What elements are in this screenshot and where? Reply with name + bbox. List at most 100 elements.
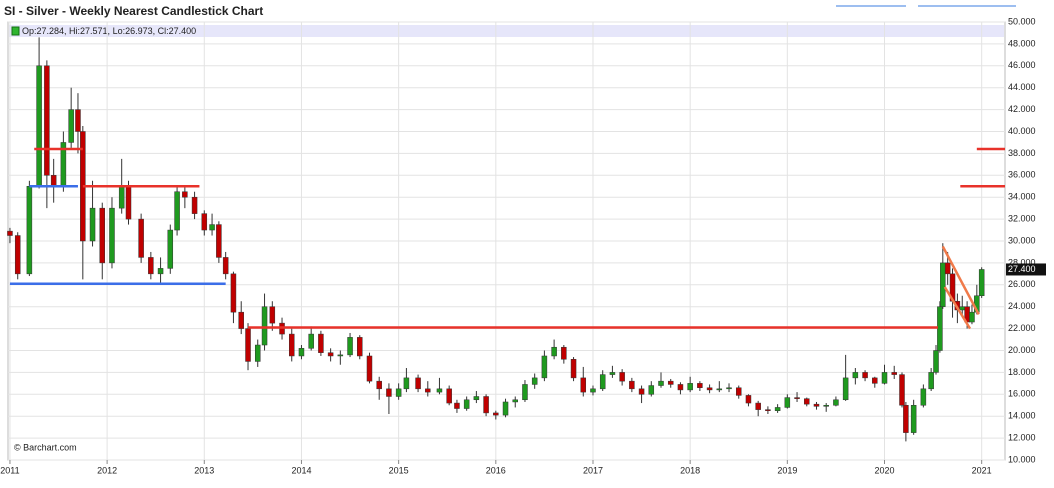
info-bar (9, 25, 1004, 37)
candle-body (658, 380, 664, 386)
candle-body (201, 213, 208, 231)
candle-body (920, 388, 927, 406)
candle-body (148, 257, 154, 275)
annotation-line (943, 286, 972, 330)
candle-body (784, 397, 791, 408)
candle-body (765, 409, 771, 411)
candle-body (14, 235, 21, 275)
candle-body (191, 196, 198, 214)
x-tick-label: 2012 (97, 465, 117, 475)
y-tick-label: 28.000 (1008, 257, 1036, 267)
candle-body (978, 269, 985, 297)
x-tick-label: 2013 (194, 465, 214, 475)
candle-body (755, 402, 761, 410)
candle-body (551, 346, 557, 357)
candle-body (502, 401, 509, 416)
candle-body (89, 207, 96, 242)
candle-body (833, 399, 839, 406)
candle-body (794, 397, 800, 399)
candle-body (726, 387, 732, 390)
y-tick-label: 38.000 (1008, 148, 1036, 158)
candle-body (561, 346, 567, 360)
candle-body (261, 306, 268, 346)
candle-body (99, 207, 106, 264)
x-tick-label: 2011 (0, 465, 19, 475)
candle-body (940, 262, 946, 307)
info-icon (11, 26, 20, 36)
y-tick-label: 32.000 (1008, 213, 1036, 223)
x-tick-label: 2021 (972, 465, 992, 475)
annotation-line (941, 245, 980, 315)
candle-body (903, 405, 909, 433)
candle-body (157, 268, 164, 275)
last-price-label: 27.400 (1008, 264, 1036, 274)
candle-body (118, 186, 125, 209)
y-tick-label: 34.000 (1008, 192, 1036, 202)
candle-body (357, 337, 363, 357)
candle-body (337, 354, 344, 357)
candle-body (463, 399, 470, 409)
candle-body (493, 412, 499, 416)
credit: © Barchart.com (14, 442, 77, 452)
candle-body (638, 388, 645, 395)
candle-body (716, 388, 723, 391)
chart-title: SI - Silver - Weekly Nearest Candlestick… (4, 4, 263, 18)
candle-body (852, 372, 859, 379)
candle-body (230, 273, 237, 313)
candle-body (619, 372, 625, 382)
candle-body (454, 402, 460, 409)
candle-body (522, 384, 528, 401)
candle-body (599, 374, 606, 390)
candle-body (50, 175, 57, 187)
candle-body (245, 328, 251, 362)
candle-body (969, 311, 975, 323)
candle-body (804, 398, 810, 405)
candle-body (216, 224, 222, 258)
x-tick-label: 2020 (874, 465, 894, 475)
y-tick-label: 40.000 (1008, 126, 1036, 136)
candle-body (174, 191, 180, 231)
candle-body (687, 383, 693, 391)
x-tick-label: 2017 (583, 465, 603, 475)
y-tick-label: 46.000 (1008, 60, 1036, 70)
candle-body (36, 65, 42, 187)
candle-body (609, 372, 616, 375)
candle-body (425, 388, 431, 393)
candle-body (436, 388, 443, 393)
candle-body (318, 333, 324, 353)
candle-body (677, 384, 684, 391)
info-text: Op:27.284, Hi:27.571, Lo:26.973, Cl:27.4… (22, 26, 196, 36)
candle-body (648, 385, 655, 395)
candle-body (395, 388, 402, 397)
candle-body (376, 380, 382, 390)
x-tick-label: 2019 (777, 465, 797, 475)
candle-body (735, 387, 742, 396)
candle-body (138, 218, 144, 258)
x-tick-label: 2016 (486, 465, 506, 475)
candle-body (473, 396, 480, 401)
candle-body (125, 186, 132, 220)
candle-body (590, 388, 596, 393)
candle-body (570, 359, 577, 379)
candle-body (933, 350, 939, 373)
candle-body (928, 372, 934, 390)
candle-body (706, 387, 713, 391)
candle-body (823, 405, 829, 407)
candle-body (347, 337, 353, 356)
candle-body (862, 372, 868, 379)
y-tick-label: 24.000 (1008, 301, 1036, 311)
candle-body (881, 372, 888, 384)
candle-body (109, 207, 115, 264)
candle-body (327, 352, 334, 357)
y-tick-label: 12.000 (1008, 432, 1036, 442)
y-tick-label: 36.000 (1008, 170, 1036, 180)
x-tick-label: 2014 (291, 465, 311, 475)
candle-body (580, 377, 587, 393)
candle-body (899, 374, 905, 406)
candle-body (288, 333, 295, 357)
candle-body (366, 355, 373, 382)
candle-body (891, 372, 897, 375)
candle-body (872, 377, 878, 384)
candle-body (745, 395, 752, 404)
